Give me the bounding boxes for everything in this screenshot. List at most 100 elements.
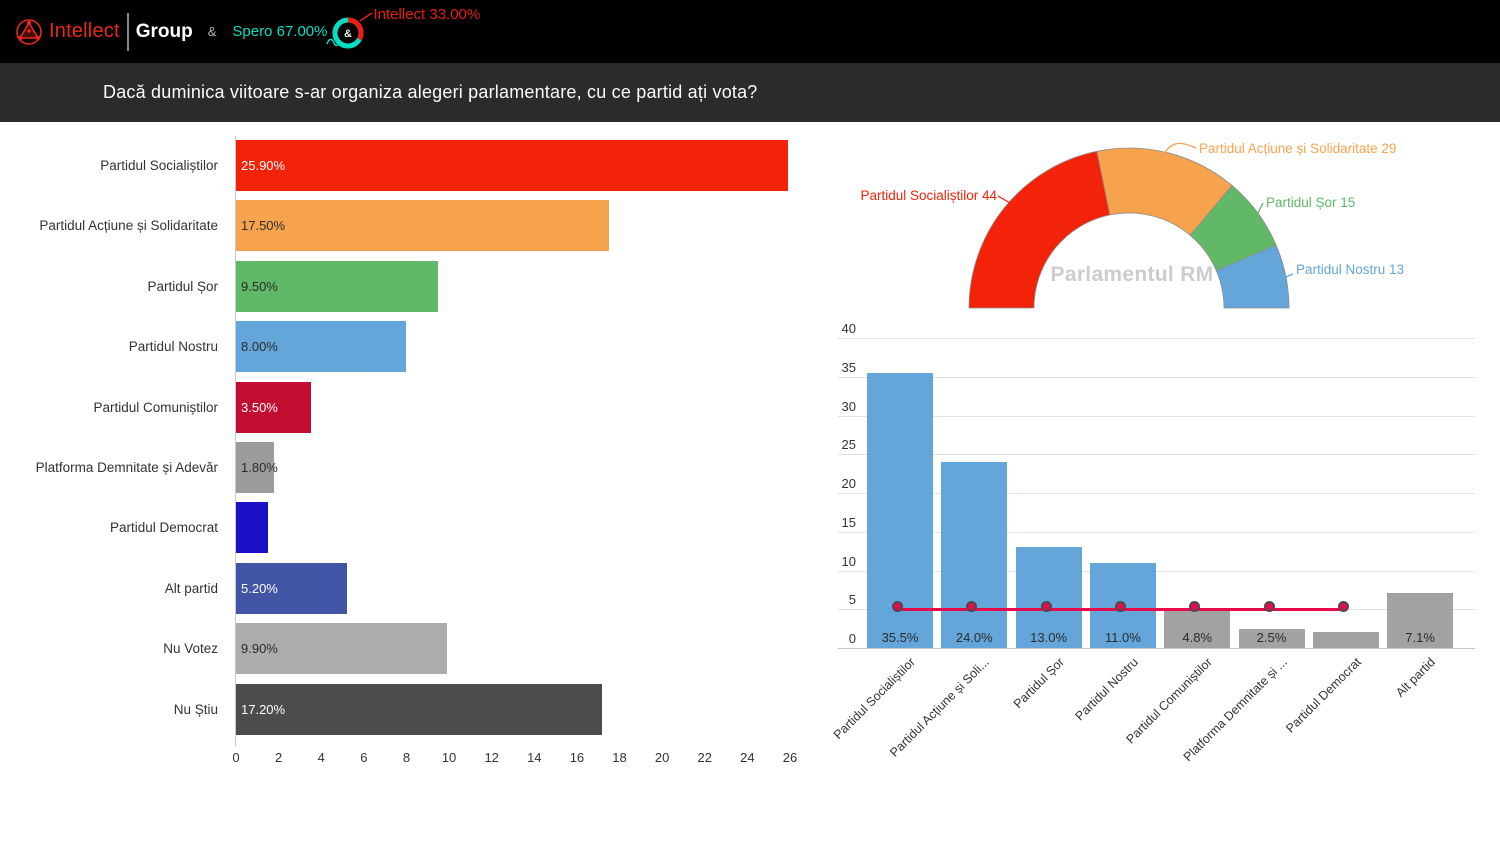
threshold-marker[interactable] — [1263, 601, 1275, 613]
intellect-logo-icon — [16, 18, 42, 45]
bar-value-label: 8.00% — [241, 339, 278, 355]
category-label: Partidul Acțiune și Solidaritate — [39, 218, 218, 234]
gridline — [838, 493, 1475, 494]
x-axis-tick-label: Partidul Șor — [1010, 655, 1067, 712]
bar-value-label: 7.1% — [1405, 630, 1435, 645]
bar[interactable] — [1164, 610, 1231, 648]
bar-value-label: 17.50% — [241, 218, 286, 234]
category-label: Partidul Șor — [147, 278, 218, 294]
bar[interactable] — [1312, 631, 1379, 648]
bar[interactable] — [1238, 628, 1305, 648]
bar[interactable]: 9.90% — [236, 623, 447, 675]
category-label: Nu Știu — [173, 701, 218, 717]
donut-center-symbol: & — [345, 28, 353, 40]
bar-value-label: 13.0% — [1030, 630, 1068, 645]
gauge-label: Partidul Socialiștilor 44 — [860, 188, 997, 203]
gauge-center-title: Parlamentul RM — [1050, 263, 1214, 286]
bar[interactable] — [1387, 592, 1454, 648]
ownership-donut: & Intellect 33.00% — [326, 6, 480, 54]
x-axis-tick-label: 16 — [569, 750, 585, 765]
y-axis-tick-label: 25 — [841, 437, 856, 453]
x-axis-tick-label: Alt partid — [1393, 655, 1438, 700]
bar[interactable]: 17.20% — [236, 683, 603, 735]
bar-value-label: 9.50% — [241, 278, 278, 294]
gauge-leader-line — [997, 195, 1011, 204]
spero-share-label: Spero 67.00% — [232, 23, 328, 40]
intellect-leader-line — [360, 11, 373, 22]
bar[interactable]: 25.90% — [236, 140, 788, 191]
x-axis-tick-label: Partidul Democrat — [1283, 655, 1364, 736]
parliament-gauge: Parlamentul RM Partidul Socialiștilor 44… — [830, 135, 1500, 320]
bar[interactable] — [941, 462, 1008, 648]
gridline — [838, 415, 1475, 417]
x-axis-tick-label: 26 — [782, 750, 798, 765]
gauge-leader-line — [1161, 142, 1197, 157]
bar[interactable]: 3.50% — [236, 381, 311, 433]
category-label: Nu Votez — [163, 641, 218, 657]
x-axis-tick-label: 0 — [232, 750, 240, 765]
gauge-leader-line — [1256, 202, 1264, 216]
y-axis-tick-label: 0 — [848, 631, 856, 646]
bar-value-label: 4.8% — [1182, 630, 1212, 645]
threshold-marker[interactable] — [892, 601, 903, 613]
bar-value-label: 5.20% — [241, 580, 278, 596]
y-axis-tick-label: 10 — [841, 553, 856, 569]
x-axis-tick-label: 22 — [697, 750, 712, 765]
bar-value-label: 1.80% — [241, 460, 278, 475]
y-axis-tick-label: 30 — [841, 398, 856, 414]
y-axis-tick-label: 15 — [841, 514, 856, 530]
bar[interactable]: 17.50% — [236, 200, 609, 252]
x-axis-tick-label: 2 — [274, 750, 283, 765]
x-axis-tick-label: 12 — [484, 750, 499, 765]
brand-name: Intellect — [49, 20, 120, 42]
x-axis-tick-label: 18 — [612, 750, 627, 765]
bar-value-label: 9.90% — [241, 641, 278, 657]
x-axis-tick-label: 10 — [441, 750, 457, 765]
bar[interactable] — [236, 502, 268, 554]
bar[interactable] — [1015, 547, 1082, 648]
gauge-svg — [968, 142, 1294, 309]
x-axis-tick-label: Partidul Comuniștilor — [1123, 655, 1216, 747]
brand-divider — [126, 12, 129, 51]
intellect-share-label: Intellect 33.00% — [373, 5, 481, 23]
vote-share-chart: 0 5 10 15 20 25 30 35 40 35.5% Partidul Socialiști… — [830, 315, 1500, 815]
brand-ampersand: & — [207, 24, 217, 39]
threshold-marker[interactable] — [1114, 601, 1126, 613]
bar-value-label: 17.20% — [241, 701, 286, 717]
bar[interactable]: 1.80% — [236, 442, 278, 493]
gauge-segment[interactable] — [1215, 244, 1290, 309]
category-label: Alt partid — [164, 580, 218, 596]
x-axis-tick-label: 20 — [654, 750, 670, 765]
bar-value-label: 25.90% — [241, 158, 286, 173]
bar[interactable]: 9.50% — [236, 260, 439, 312]
bar[interactable]: 8.00% — [236, 321, 407, 373]
threshold-marker[interactable] — [1040, 601, 1052, 613]
category-label: Partidul Comuniștilor — [93, 399, 218, 415]
donut-intellect-segment — [348, 16, 364, 41]
x-axis-tick-label: Partidul Acțiune și Soli... — [887, 655, 993, 760]
ownership-donut-chart: & — [326, 11, 373, 48]
y-axis-tick-label: 5 — [848, 592, 856, 608]
category-label: Platforma Demnitate și Adevăr — [35, 460, 218, 475]
gauge-leader-line — [1280, 273, 1294, 280]
bar-value-label: 24.0% — [955, 630, 993, 645]
question-bar: Dacă duminica viitoare s-ar organiza ale… — [0, 63, 1500, 122]
x-axis-tick-label: Partidul Nostru — [1072, 655, 1141, 724]
x-axis-tick-label: 8 — [402, 750, 411, 765]
vote-intention-chart: Partidul Socialiștilor 25.90% Partidul Acț… — [0, 130, 812, 792]
survey-question: Dacă duminica viitoare s-ar organiza ale… — [103, 82, 758, 102]
gridline — [838, 570, 1475, 572]
threshold-marker[interactable] — [1337, 601, 1349, 613]
threshold-marker[interactable] — [1189, 601, 1201, 613]
gridline — [838, 648, 1475, 649]
gauge-segment[interactable] — [968, 150, 1111, 309]
bar[interactable]: 5.20% — [236, 562, 347, 614]
brand-suffix: Group — [135, 20, 193, 42]
x-axis-tick-label: Platforma Demnitate și ... — [1180, 655, 1290, 765]
gauge-label: Partidul Acțiune și Solidaritate 29 — [1199, 141, 1397, 156]
threshold-marker[interactable] — [966, 601, 978, 613]
gauge-label: Partidul Șor 15 — [1266, 195, 1356, 210]
y-axis-tick-label: 35 — [841, 359, 856, 375]
bar-value-label: 2.5% — [1256, 630, 1287, 645]
bar-value-label: 11.0% — [1104, 630, 1141, 645]
